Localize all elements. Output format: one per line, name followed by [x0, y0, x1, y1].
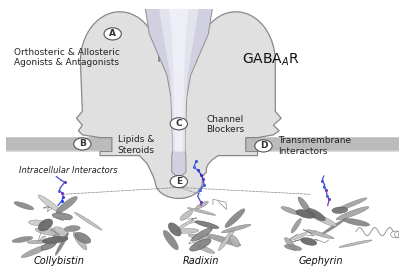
Ellipse shape — [284, 245, 302, 250]
Ellipse shape — [27, 240, 47, 244]
Ellipse shape — [55, 233, 68, 255]
Circle shape — [170, 175, 188, 188]
Ellipse shape — [296, 210, 315, 218]
Ellipse shape — [218, 229, 235, 250]
Ellipse shape — [73, 232, 87, 250]
Ellipse shape — [306, 230, 334, 239]
Ellipse shape — [320, 218, 346, 235]
Ellipse shape — [308, 212, 337, 226]
Circle shape — [74, 138, 91, 150]
Ellipse shape — [42, 236, 68, 243]
Text: Transmembrane
Interactors: Transmembrane Interactors — [278, 136, 351, 156]
Ellipse shape — [14, 202, 34, 210]
Text: Orthosteric & Allosteric
Agonists & Antagonists: Orthosteric & Allosteric Agonists & Anta… — [14, 48, 120, 67]
Text: GABA$_A$R: GABA$_A$R — [242, 52, 300, 68]
Ellipse shape — [38, 219, 53, 231]
Ellipse shape — [281, 207, 299, 215]
Ellipse shape — [177, 220, 193, 229]
Polygon shape — [169, 9, 189, 152]
Ellipse shape — [74, 212, 102, 230]
Ellipse shape — [290, 233, 307, 240]
Ellipse shape — [56, 197, 77, 214]
Ellipse shape — [168, 223, 181, 236]
Text: Intracellular Interactors: Intracellular Interactors — [19, 166, 118, 175]
Polygon shape — [76, 12, 281, 198]
Ellipse shape — [21, 244, 51, 258]
Ellipse shape — [332, 207, 348, 213]
Ellipse shape — [75, 232, 91, 243]
Ellipse shape — [192, 228, 212, 241]
Bar — [6, 139, 399, 150]
Ellipse shape — [190, 239, 211, 251]
Ellipse shape — [52, 213, 72, 220]
Text: D: D — [260, 142, 267, 150]
Polygon shape — [159, 9, 198, 152]
Ellipse shape — [298, 197, 310, 213]
Ellipse shape — [35, 228, 56, 235]
Text: Radixin: Radixin — [182, 256, 219, 266]
Text: Channel
Blockers: Channel Blockers — [206, 115, 244, 134]
Ellipse shape — [225, 209, 245, 228]
Ellipse shape — [284, 237, 296, 250]
Ellipse shape — [180, 210, 192, 220]
Circle shape — [104, 28, 121, 40]
Ellipse shape — [197, 245, 215, 254]
Ellipse shape — [163, 230, 178, 250]
Circle shape — [170, 118, 188, 130]
Ellipse shape — [29, 220, 45, 225]
Ellipse shape — [206, 234, 241, 246]
Text: Collybistin: Collybistin — [33, 256, 84, 266]
Ellipse shape — [301, 238, 317, 245]
Bar — [6, 137, 399, 151]
Ellipse shape — [336, 207, 369, 220]
Ellipse shape — [196, 201, 208, 209]
Circle shape — [255, 140, 272, 152]
Ellipse shape — [339, 240, 372, 247]
Text: E: E — [176, 177, 182, 186]
Ellipse shape — [343, 219, 370, 226]
Ellipse shape — [230, 235, 240, 247]
Ellipse shape — [38, 195, 61, 212]
Polygon shape — [145, 9, 212, 178]
Text: Gephyrin: Gephyrin — [298, 256, 343, 266]
Text: C: C — [176, 119, 182, 128]
Ellipse shape — [41, 241, 56, 250]
Text: Lipids &
Steroids: Lipids & Steroids — [118, 135, 155, 155]
Ellipse shape — [176, 229, 199, 233]
Ellipse shape — [64, 225, 80, 232]
Ellipse shape — [54, 227, 68, 235]
Ellipse shape — [50, 228, 61, 240]
Ellipse shape — [12, 237, 33, 243]
Ellipse shape — [291, 219, 301, 233]
Text: A: A — [109, 29, 116, 38]
Ellipse shape — [187, 208, 216, 215]
Text: B: B — [79, 140, 86, 148]
Ellipse shape — [336, 198, 367, 211]
Ellipse shape — [221, 224, 251, 233]
Ellipse shape — [188, 234, 210, 240]
Ellipse shape — [307, 208, 325, 221]
Ellipse shape — [195, 221, 219, 229]
